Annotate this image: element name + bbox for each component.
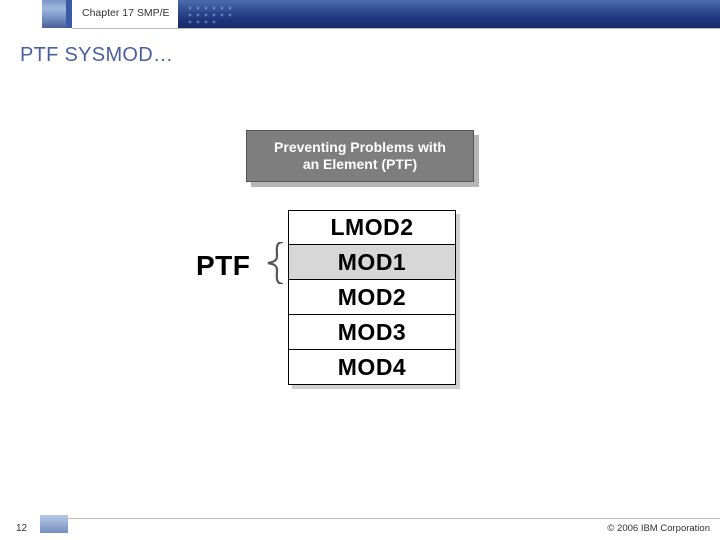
diagram-area: Preventing Problems with an Element (PTF… [190, 130, 530, 400]
stack-cell-mod1: MOD1 [288, 245, 456, 280]
slide-subtitle: PTF SYSMOD… [20, 44, 173, 67]
ptf-label: PTF [196, 250, 250, 282]
diagram-title-box: Preventing Problems with an Element (PTF… [246, 130, 474, 182]
copyright: © 2006 IBM Corporation [607, 523, 710, 534]
title-line2: an Element (PTF) [303, 156, 417, 172]
stack-cell-mod3: MOD3 [288, 315, 456, 350]
header-bar: Chapter 17 SMP/E [0, 0, 720, 28]
header-underline [72, 28, 720, 29]
footer-line [68, 518, 720, 519]
footer: 12 © 2006 IBM Corporation [0, 518, 720, 540]
stack-cell-mod2: MOD2 [288, 280, 456, 315]
footer-decor [40, 515, 68, 533]
title-box-text: Preventing Problems with an Element (PTF… [274, 139, 446, 174]
stack-cell-mod4: MOD4 [288, 350, 456, 385]
title-box: Preventing Problems with an Element (PTF… [246, 130, 474, 182]
page-number: 12 [16, 523, 27, 534]
stack-area: PTF LMOD2 MOD1 MOD2 MOD3 MOD4 [190, 210, 530, 400]
header-decor-right [178, 0, 720, 28]
chapter-label: Chapter 17 SMP/E [78, 5, 174, 21]
stack-cell-lmod2: LMOD2 [288, 210, 456, 245]
header-decor-left [42, 0, 66, 28]
header-accent [66, 0, 72, 28]
brace-icon [265, 242, 289, 284]
header-dots-icon [186, 4, 256, 24]
module-stack: LMOD2 MOD1 MOD2 MOD3 MOD4 [288, 210, 456, 385]
title-line1: Preventing Problems with [274, 139, 446, 155]
